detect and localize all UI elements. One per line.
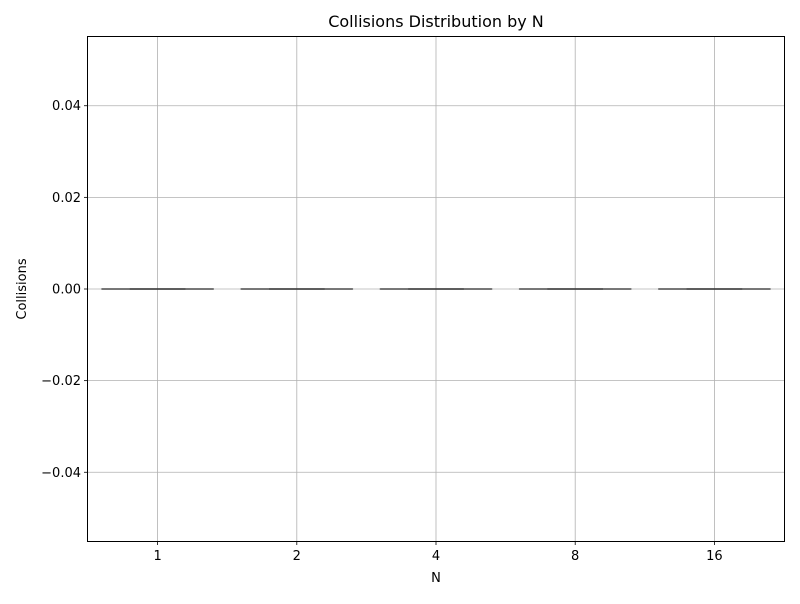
y-tick-label: −0.02 xyxy=(41,374,81,389)
y-axis-label: Collisions xyxy=(15,258,30,319)
x-tick-label: 4 xyxy=(432,549,440,564)
y-tick-label: 0.02 xyxy=(52,191,81,206)
x-ticks: 1 2 4 8 16 xyxy=(153,541,722,564)
x-axis-label: N xyxy=(431,571,441,586)
y-ticks: −0.04 −0.02 0.00 0.02 0.04 xyxy=(41,99,88,481)
x-tick-label: 2 xyxy=(293,549,301,564)
chart-title: Collisions Distribution by N xyxy=(328,12,544,31)
x-tick-label: 8 xyxy=(571,549,579,564)
x-tick-label: 1 xyxy=(153,549,161,564)
y-tick-label: −0.04 xyxy=(41,466,81,481)
y-tick-label: 0.04 xyxy=(52,99,81,114)
y-tick-label: 0.00 xyxy=(52,283,81,298)
x-tick-label: 16 xyxy=(706,549,723,564)
